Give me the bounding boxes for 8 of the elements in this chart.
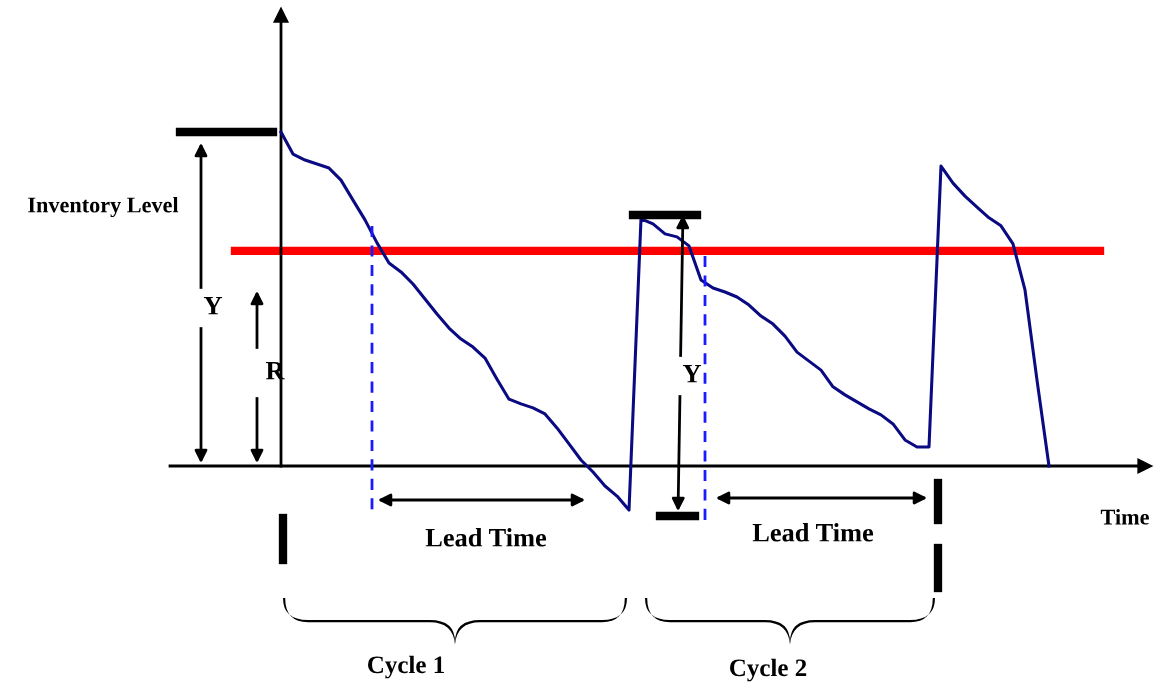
annotation: Y xyxy=(682,365,702,383)
text: Cycle 2 xyxy=(730,658,807,682)
text: Lead Time xyxy=(752,523,874,542)
text: Cycle 1 xyxy=(368,655,444,679)
text: Y xyxy=(203,297,223,315)
text: Inventory Level xyxy=(28,196,179,218)
text: Lead Time xyxy=(425,528,547,547)
x-axis-title: Time xyxy=(1100,509,1149,525)
